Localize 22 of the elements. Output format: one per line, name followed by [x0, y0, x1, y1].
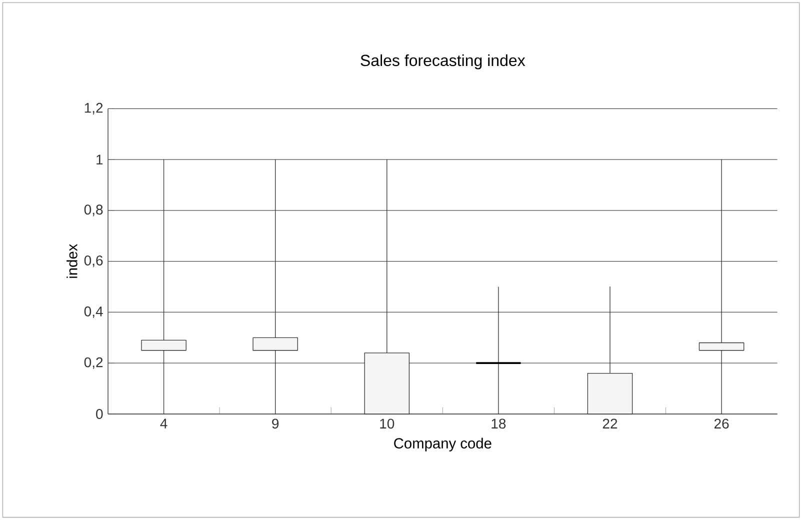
- y-tick-label: 0,8: [84, 204, 103, 216]
- x-axis-title: Company code: [394, 438, 492, 452]
- y-tick-label: 0,2: [84, 357, 103, 369]
- y-tick-label: 1,2: [84, 102, 103, 114]
- candlestick: [364, 159, 410, 414]
- chart-title: Sales forecasting index: [360, 54, 526, 70]
- candlestick: [141, 159, 186, 414]
- x-tick-label: 10: [380, 418, 394, 429]
- x-tick-label: 26: [714, 418, 729, 429]
- y-tick-label: 0,4: [84, 306, 103, 318]
- candlestick: [475, 286, 522, 414]
- candlestick: [252, 159, 298, 414]
- x-tick-label: 9: [272, 418, 279, 429]
- y-tick-label: 0: [96, 409, 103, 419]
- x-tick-label: 22: [602, 418, 618, 428]
- x-tick-label: 4: [160, 418, 168, 428]
- y-tick-label: 1: [96, 154, 103, 164]
- x-tick-label: 18: [492, 418, 506, 429]
- y-axis-title: index: [66, 244, 78, 278]
- candlestick: [698, 159, 744, 414]
- candlestick: [587, 286, 633, 414]
- y-tick-label: 0,6: [84, 256, 103, 268]
